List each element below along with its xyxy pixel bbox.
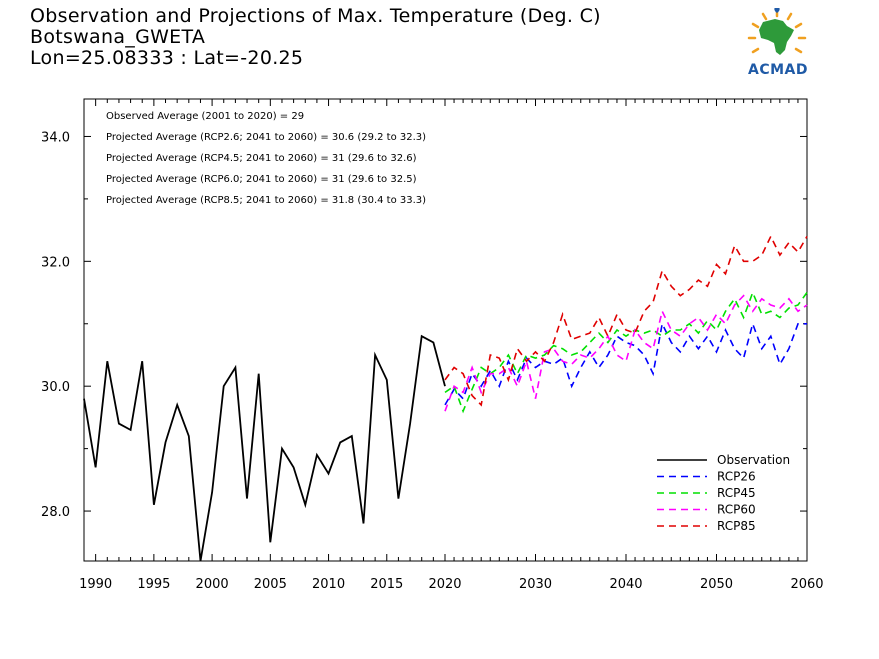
annotation-observed-average: Observed Average (2001 to 2020) = 29 [106,111,304,122]
chart-title: Observation and Projections of Max. Temp… [30,5,601,27]
y-axis: 28.0 30.0 32.0 34.0 [41,130,807,520]
logo-text: ACMAD [748,62,808,78]
x-tick-label: 2060 [790,577,823,592]
annotation-block: Observed Average (2001 to 2020) = 29 Pro… [106,111,426,206]
series-line-rcp60 [444,294,808,412]
annotation-rcp85-average: Projected Average (RCP8.5; 2041 to 2060)… [106,195,426,206]
x-tick-label: 2005 [254,577,287,592]
africa-map-logo-icon [747,8,807,55]
series-line-rcp26 [444,321,807,406]
series-line-observation [83,334,446,562]
chart-title-block: Observation and Projections of Max. Temp… [30,6,601,69]
y-tick-label: 34.0 [41,130,70,145]
legend-label-rcp60: RCP60 [717,503,756,517]
legend-label-rcp85: RCP85 [717,519,756,533]
y-tick-label: 28.0 [41,505,70,520]
x-tick-label: 2020 [428,577,461,592]
x-tick-label: 2050 [700,577,733,592]
x-tick-label: 2040 [609,577,642,592]
x-tick-label: 1990 [79,577,112,592]
x-tick-label: 2010 [312,577,345,592]
x-axis: 1990 1995 2000 2005 2010 2015 2020 2030 2040 2050… [79,99,824,592]
plot-frame [83,98,808,562]
x-tick-label: 2000 [196,577,229,592]
legend-label-observation: Observation [717,453,790,467]
chart-legend: Observation RCP26 RCP45 RCP60 RCP85 [657,453,790,533]
y-tick-label: 30.0 [41,380,70,395]
station-coordinates: Lon=25.08333 : Lat=-20.25 [30,47,304,69]
series-line-rcp85 [444,234,808,407]
series-line-rcp45 [444,290,808,414]
x-tick-label: 1995 [137,577,170,592]
annotation-rcp45-average: Projected Average (RCP4.5; 2041 to 2060)… [106,153,417,164]
x-tick-label: 2030 [519,577,552,592]
annotation-rcp60-average: Projected Average (RCP6.0; 2041 to 2060)… [106,174,417,185]
legend-label-rcp45: RCP45 [717,486,756,500]
series-layer [83,234,808,562]
y-tick-label: 32.0 [41,255,70,270]
legend-label-rcp26: RCP26 [717,470,756,484]
annotation-rcp26-average: Projected Average (RCP2.6; 2041 to 2060)… [106,132,426,143]
station-name: Botswana_GWETA [30,26,206,48]
x-tick-label: 2015 [370,577,403,592]
